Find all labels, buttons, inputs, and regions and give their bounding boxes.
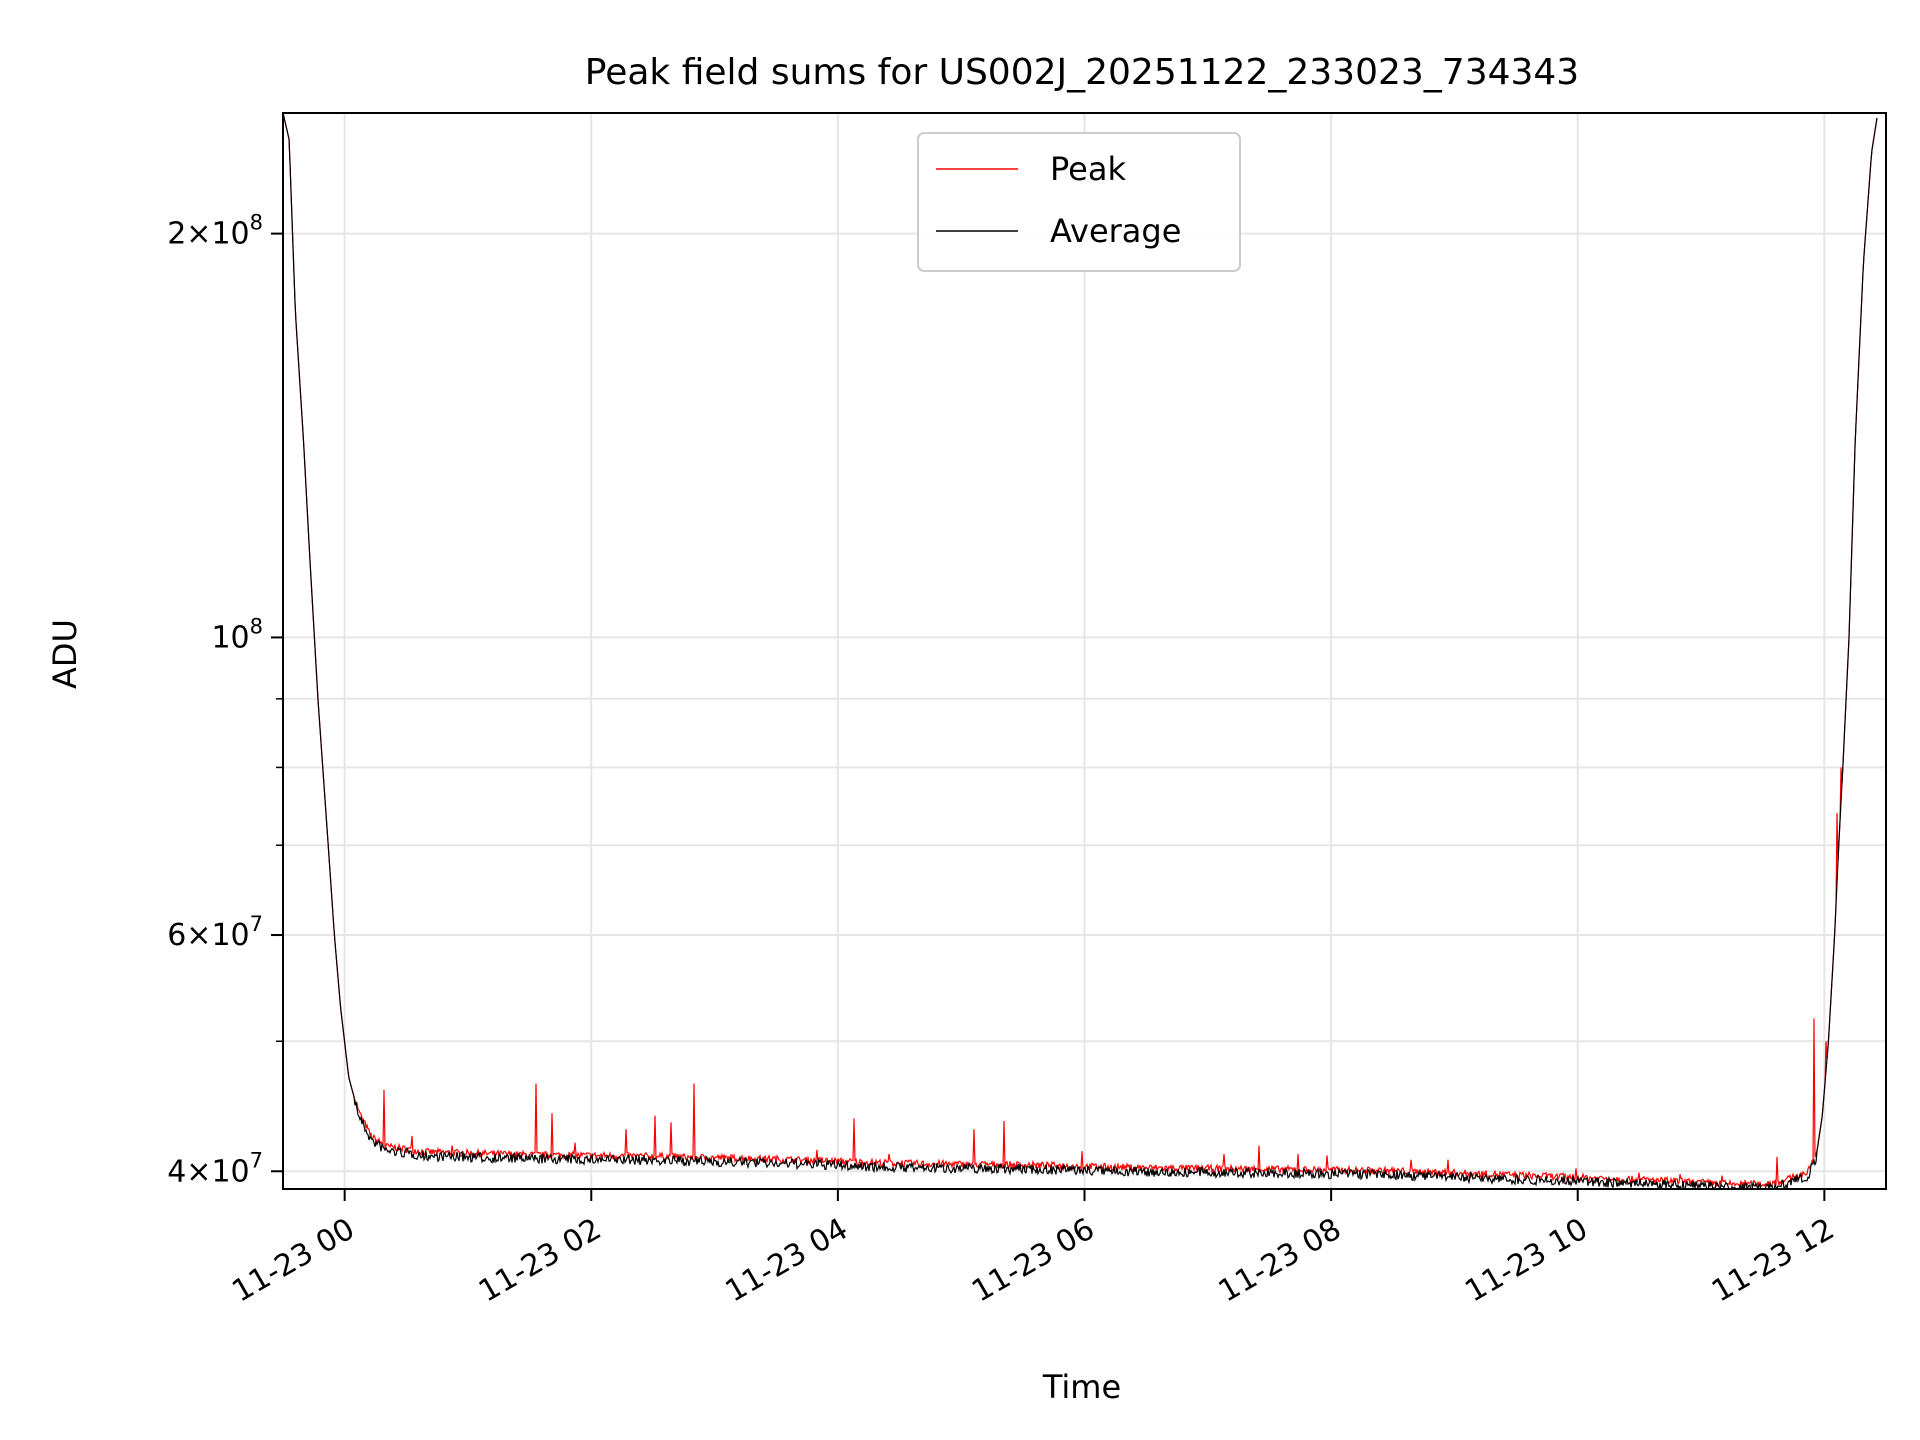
legend-label: Average xyxy=(1050,212,1181,250)
y-tick-label: 2×108 xyxy=(167,211,263,252)
series-line-average xyxy=(283,113,1878,1189)
y-axis-label: ADU xyxy=(46,619,84,689)
grid xyxy=(283,113,1886,1189)
series-layer xyxy=(283,113,1878,1189)
legend: Peak Average xyxy=(917,132,1241,272)
series-group xyxy=(283,113,1878,1189)
x-tick-label: 11-23 00 xyxy=(226,1212,360,1310)
y-tick-label: 6×107 xyxy=(167,912,263,953)
x-tick-label: 11-23 06 xyxy=(966,1212,1100,1310)
y-tick-label: 108 xyxy=(211,614,263,655)
x-tick-label: 11-23 08 xyxy=(1213,1212,1347,1310)
series-line-peak xyxy=(283,113,1878,1189)
chart-title: Peak field sums for US002J_20251122_2330… xyxy=(585,52,1579,93)
legend-label: Peak xyxy=(1050,150,1126,188)
y-tick-label: 4×107 xyxy=(167,1148,263,1189)
x-tick-label: 11-23 12 xyxy=(1706,1212,1840,1310)
x-axis-label: Time xyxy=(1042,1368,1121,1406)
x-tick-label: 11-23 02 xyxy=(473,1212,607,1310)
x-tick-label: 11-23 04 xyxy=(720,1212,854,1310)
x-tick-label: 11-23 10 xyxy=(1459,1212,1593,1310)
legend-box xyxy=(917,132,1241,272)
